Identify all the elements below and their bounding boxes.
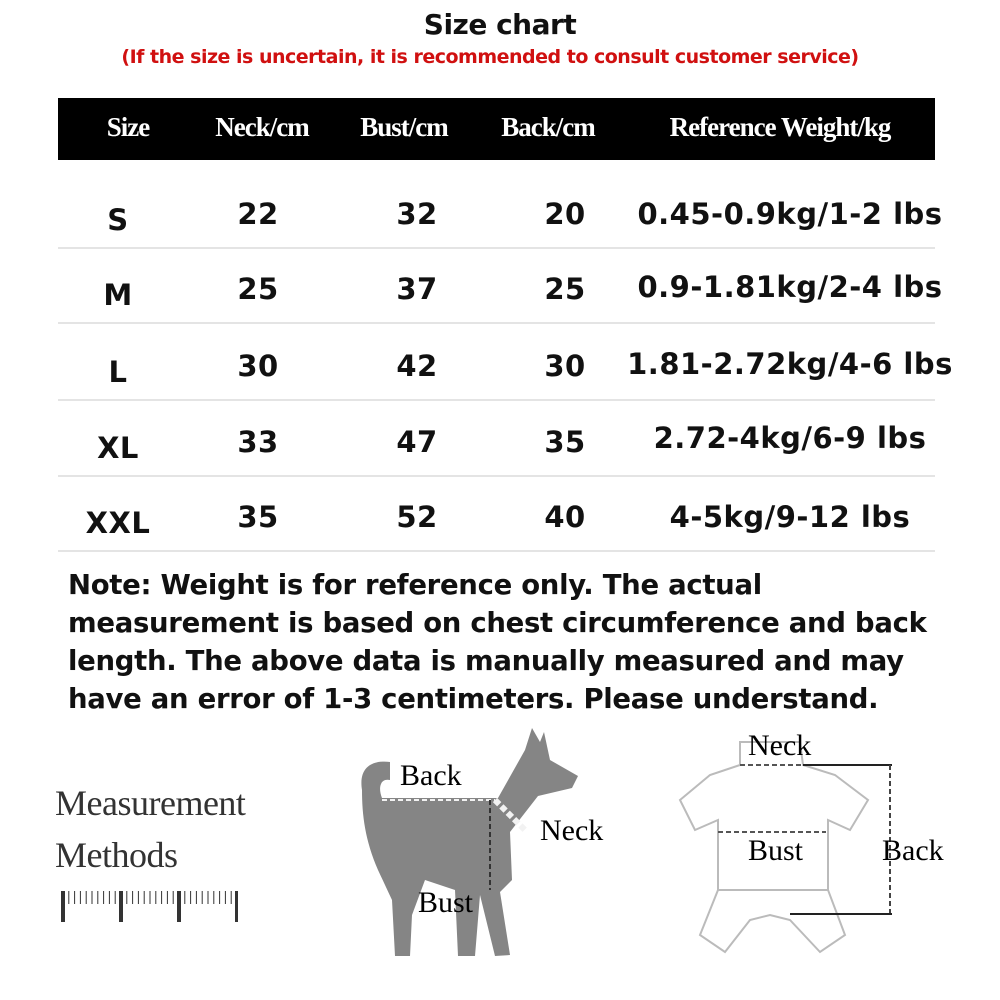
header-neck: Neck/cm — [215, 112, 309, 142]
cell-weight: 0.9-1.81kg/2-4 lbs — [637, 270, 943, 304]
cell-back: 30 — [544, 349, 586, 383]
cell-neck: 35 — [237, 500, 279, 534]
table-row: M 25 37 25 0.9-1.81kg/2-4 lbs — [58, 250, 942, 326]
subtitle: (If the size is uncertain, it is recomme… — [121, 46, 859, 68]
cell-back: 40 — [544, 500, 586, 534]
dog-label-bust: Bust — [418, 886, 474, 919]
cell-size: L — [108, 355, 128, 389]
measurement-title: Measurement — [55, 783, 246, 823]
cell-size: S — [107, 203, 129, 237]
cell-weight: 4-5kg/9-12 lbs — [669, 500, 911, 534]
cell-bust: 32 — [396, 197, 438, 231]
row-divider — [58, 399, 935, 401]
cell-weight: 2.72-4kg/6-9 lbs — [653, 421, 927, 455]
cell-weight: 0.45-0.9kg/1-2 lbs — [637, 197, 943, 231]
garment-diagram: Neck Bust Back — [678, 729, 944, 954]
cell-neck: 33 — [237, 425, 279, 459]
cell-back: 25 — [544, 272, 586, 306]
table-row: XL 33 47 35 2.72-4kg/6-9 lbs — [58, 403, 935, 479]
ruler-icon — [60, 891, 238, 922]
row-divider — [58, 475, 935, 477]
cell-bust: 42 — [396, 349, 438, 383]
cell-neck: 30 — [237, 349, 279, 383]
row-divider — [58, 550, 935, 552]
garment-label-neck: Neck — [748, 729, 811, 762]
header-back: Back/cm — [501, 112, 595, 142]
header-size: Size — [106, 112, 150, 142]
cell-size: XXL — [85, 506, 151, 540]
cell-bust: 47 — [396, 425, 438, 459]
cell-neck: 22 — [237, 197, 279, 231]
dog-silhouette — [361, 728, 578, 956]
cell-back: 35 — [544, 425, 586, 459]
table-row: L 30 42 30 1.81-2.72kg/4-6 lbs — [58, 327, 953, 403]
cell-back: 20 — [544, 197, 586, 231]
dog-label-neck: Neck — [540, 814, 603, 847]
cell-weight: 1.81-2.72kg/4-6 lbs — [627, 347, 953, 381]
measurement-subtitle: Methods — [55, 835, 178, 875]
table-row: S 22 32 20 0.45-0.9kg/1-2 lbs — [58, 175, 942, 251]
header-weight: Reference Weight/kg — [669, 112, 892, 142]
cell-size: XL — [97, 431, 139, 465]
cell-neck: 25 — [237, 272, 279, 306]
dog-label-back: Back — [400, 759, 462, 792]
cell-bust: 52 — [396, 500, 438, 534]
page-title: Size chart — [423, 8, 577, 41]
garment-label-bust: Bust — [748, 834, 804, 867]
note-text: Note: Weight is for reference only. The … — [68, 569, 927, 715]
table-row: XXL 35 52 40 4-5kg/9-12 lbs — [58, 478, 935, 554]
cell-size: M — [103, 278, 133, 312]
cell-bust: 37 — [396, 272, 438, 306]
row-divider — [58, 322, 935, 324]
garment-label-back: Back — [882, 834, 944, 867]
table-header: Size Neck/cm Bust/cm Back/cm Reference W… — [58, 98, 935, 160]
garment-outline — [678, 741, 870, 954]
row-divider — [58, 247, 935, 249]
dog-diagram: Back Neck Bust — [361, 728, 603, 956]
header-bust: Bust/cm — [360, 112, 448, 142]
